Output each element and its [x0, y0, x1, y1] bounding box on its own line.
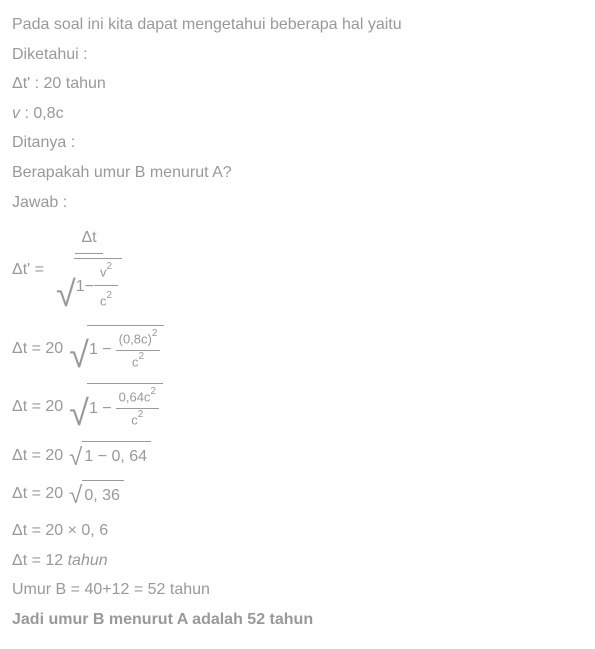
equation-1: Δt' = Δt √ 1− v2 c2: [12, 225, 583, 314]
eq3-frac-num: 0,64c: [119, 389, 151, 404]
eq2-fraction: (0,8c)2 c2: [116, 328, 161, 373]
equation-6: Δt = 20 × 0, 6: [12, 518, 583, 544]
eq2-num-sup: 2: [152, 328, 158, 339]
eq2-sqrt-prefix: 1 −: [89, 337, 112, 363]
eq1-inner-den: c: [100, 293, 107, 308]
intro-text: Pada soal ini kita dapat mengetahui bebe…: [12, 12, 583, 38]
ditanya-label: Ditanya :: [12, 130, 583, 156]
equation-7: Δt = 12 tahun: [12, 548, 583, 574]
eq2-lhs: Δt = 20: [12, 336, 63, 362]
eq3-sqrt-prefix: 1 −: [89, 396, 112, 422]
sqrt-icon: √: [69, 484, 82, 508]
eq1-sqrt-prefix: 1−: [76, 274, 94, 300]
eq1-inner-fraction: v2 c2: [94, 261, 118, 312]
given-dt-prime: Δt' : 20 tahun: [12, 71, 583, 97]
v-value: : 0,8c: [20, 105, 64, 122]
equation-3: Δt = 20 √ 1 − 0,64c2 c2: [12, 383, 583, 431]
eq1-lhs: Δt' =: [12, 257, 44, 283]
eq1-numerator: Δt: [75, 225, 102, 254]
eq3-lhs: Δt = 20: [12, 394, 63, 420]
given-v: v : 0,8c: [12, 101, 583, 127]
result-line-1: Umur B = 40+12 = 52 tahun: [12, 577, 583, 603]
equation-5: Δt = 20 √ 0, 36: [12, 480, 583, 509]
sqrt-icon: √: [69, 446, 82, 470]
equation-2: Δt = 20 √ 1 − (0,8c)2 c2: [12, 325, 583, 373]
eq1-fraction: Δt √ 1− v2 c2: [50, 225, 128, 314]
eq3-num-sup: 2: [150, 386, 156, 397]
eq7-unit: tahun: [68, 552, 108, 569]
question-text: Berapakah umur B menurut A?: [12, 160, 583, 186]
v-symbol: v: [12, 105, 20, 122]
eq3-fraction: 0,64c2 c2: [116, 386, 159, 431]
eq4-sqrt-body: 1 − 0, 64: [82, 441, 151, 470]
jawab-label: Jawab :: [12, 190, 583, 216]
eq3-den-sup: 2: [138, 409, 144, 420]
eq3-frac-den: c: [131, 412, 138, 427]
equation-4: Δt = 20 √ 1 − 0, 64: [12, 441, 583, 470]
eq4-lhs: Δt = 20: [12, 443, 63, 469]
eq2-frac-num: (0,8c): [119, 331, 152, 346]
eq1-inner-num: v: [100, 264, 107, 279]
eq5-lhs: Δt = 20: [12, 481, 63, 507]
eq5-sqrt-body: 0, 36: [82, 480, 124, 509]
eq2-den-sup: 2: [138, 351, 144, 362]
eq7-value: Δt = 12: [12, 552, 68, 569]
diketahui-label: Diketahui :: [12, 42, 583, 68]
eq1-denominator: √ 1− v2 c2: [50, 254, 128, 315]
result-line-2: Jadi umur B menurut A adalah 52 tahun: [12, 607, 583, 633]
